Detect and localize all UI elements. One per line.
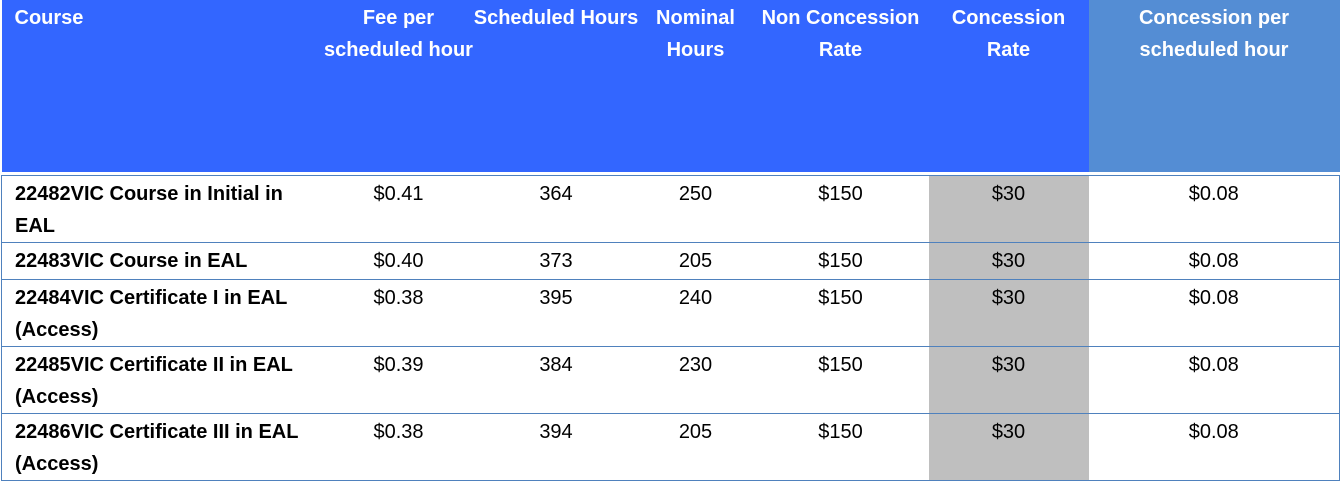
concession-per-hour-cell: $0.08 <box>1088 346 1340 414</box>
non-concession-rate-cell: $150 <box>752 346 929 414</box>
concession-per-hour-cell: $0.08 <box>1088 413 1340 481</box>
concession-rate-cell: $30 <box>928 279 1089 347</box>
nominal-hours-cell: 240 <box>638 279 753 347</box>
course-name-cell: 22485VIC Certificate II in EAL (Access) <box>1 346 324 414</box>
nominal-hours-cell: 205 <box>638 413 753 481</box>
scheduled-hours-cell: 384 <box>473 346 639 414</box>
course-name-cell: 22482VIC Course in Initial in EAL <box>1 175 324 243</box>
non-concession-rate-cell: $150 <box>752 413 929 481</box>
header-nominal-hours: Nominal Hours <box>638 0 753 172</box>
header-scheduled-hours: Scheduled Hours <box>473 0 639 172</box>
table-body: 22482VIC Course in Initial in EAL $0.41 … <box>1 172 1340 481</box>
scheduled-hours-cell: 373 <box>473 242 639 280</box>
non-concession-rate-cell: $150 <box>752 279 929 347</box>
table-row: 22482VIC Course in Initial in EAL $0.41 … <box>1 175 1340 243</box>
nominal-hours-cell: 205 <box>638 242 753 280</box>
course-name-cell: 22483VIC Course in EAL <box>1 242 324 280</box>
fee-per-hour-cell: $0.38 <box>323 279 474 347</box>
header-fee-per-hour: Fee per scheduled hour <box>323 0 474 172</box>
nominal-hours-cell: 250 <box>638 175 753 243</box>
course-name-cell: 22486VIC Certificate III in EAL (Access) <box>1 413 324 481</box>
table-row: 22483VIC Course in EAL $0.40 373 205 $15… <box>1 242 1340 280</box>
non-concession-rate-cell: $150 <box>752 242 929 280</box>
header-concession-per-hour: Concession per scheduled hour <box>1088 0 1340 172</box>
fee-per-hour-cell: $0.40 <box>323 242 474 280</box>
scheduled-hours-cell: 364 <box>473 175 639 243</box>
concession-rate-cell: $30 <box>928 413 1089 481</box>
header-concession-rate: Concession Rate <box>928 0 1089 172</box>
concession-rate-cell: $30 <box>928 242 1089 280</box>
concession-per-hour-cell: $0.08 <box>1088 175 1340 243</box>
concession-per-hour-cell: $0.08 <box>1088 242 1340 280</box>
fee-per-hour-cell: $0.41 <box>323 175 474 243</box>
table-row: 22484VIC Certificate I in EAL (Access) $… <box>1 279 1340 347</box>
header-row: Course Fee per scheduled hour Scheduled … <box>1 0 1340 172</box>
header-course: Course <box>1 0 324 172</box>
fee-per-hour-cell: $0.38 <box>323 413 474 481</box>
table-header: Course Fee per scheduled hour Scheduled … <box>1 0 1340 172</box>
fee-per-hour-cell: $0.39 <box>323 346 474 414</box>
non-concession-rate-cell: $150 <box>752 175 929 243</box>
scheduled-hours-cell: 394 <box>473 413 639 481</box>
header-non-concession-rate: Non Concession Rate <box>752 0 929 172</box>
table-row: 22486VIC Certificate III in EAL (Access)… <box>1 413 1340 481</box>
table-row: 22485VIC Certificate II in EAL (Access) … <box>1 346 1340 414</box>
concession-rate-cell: $30 <box>928 175 1089 243</box>
course-name-cell: 22484VIC Certificate I in EAL (Access) <box>1 279 324 347</box>
scheduled-hours-cell: 395 <box>473 279 639 347</box>
header-spacer <box>1 172 1340 176</box>
concession-per-hour-cell: $0.08 <box>1088 279 1340 347</box>
nominal-hours-cell: 230 <box>638 346 753 414</box>
concession-rate-cell: $30 <box>928 346 1089 414</box>
